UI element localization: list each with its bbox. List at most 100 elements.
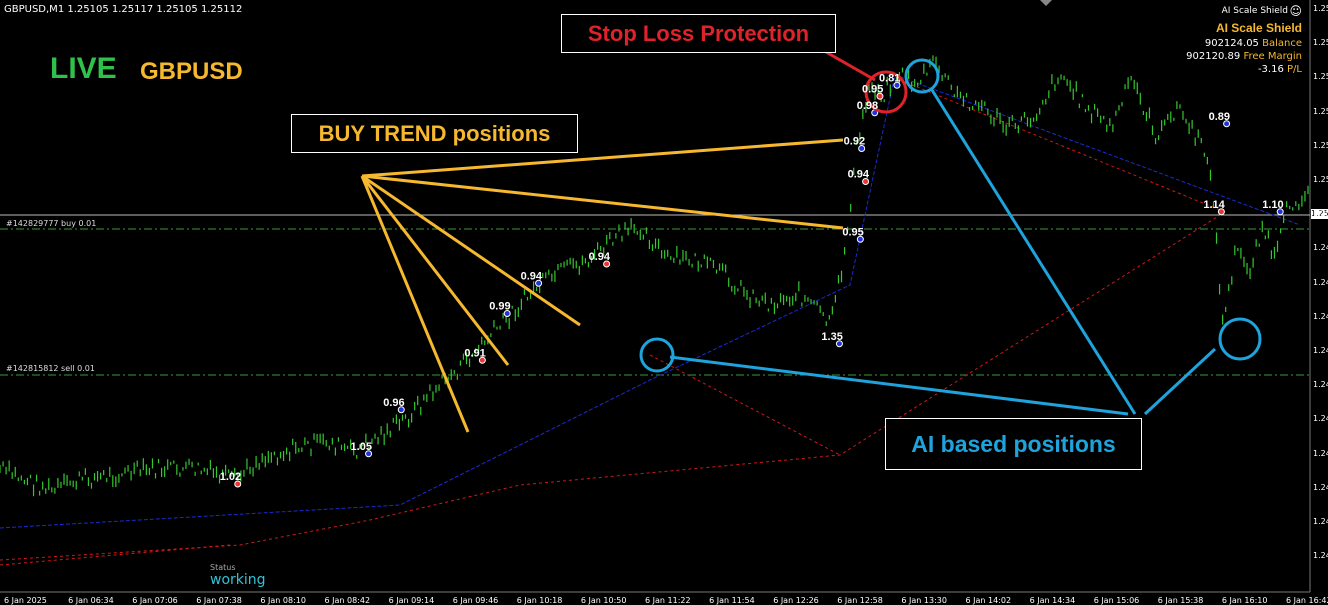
y-tick-label: 1.24 [1313, 448, 1328, 458]
x-tick-label: 6 Jan 16:10 [1221, 596, 1268, 605]
x-tick-label: 6 Jan 06:34 [68, 596, 114, 605]
x-tick-label: 6 Jan 09:14 [388, 596, 435, 605]
pl-label: P/L [1287, 64, 1302, 75]
balance-row: 902124.05 Balance [1186, 37, 1302, 50]
ai-positions-callout: AI based positions [885, 418, 1142, 470]
smiley-icon: ☺ [1289, 4, 1302, 18]
x-tick-label: 6 Jan 13:30 [901, 596, 947, 605]
data-label: 1.10 [1262, 199, 1283, 211]
trade-marker [858, 145, 866, 152]
current-price-box: 1.25 [1311, 209, 1328, 219]
x-tick-label: 6 Jan 15:38 [1157, 596, 1204, 605]
buy-trend-pointer [361, 174, 581, 327]
y-tick-label: 1.25 [1313, 38, 1328, 48]
x-tick-label: 6 Jan 11:54 [709, 596, 755, 605]
data-label: 1.35 [821, 331, 842, 343]
y-tick-label: 1.24 [1313, 243, 1328, 253]
trade-marker [234, 480, 242, 488]
data-label: 0.89 [1209, 111, 1230, 123]
trade-marker [535, 279, 543, 287]
data-label: 0.94 [521, 270, 543, 282]
trade-marker [856, 235, 864, 243]
trade-marker [1217, 208, 1225, 216]
markers-layer [234, 81, 1284, 488]
y-tick-label: 1.24 [1313, 482, 1328, 492]
data-label: 0.99 [489, 301, 510, 313]
trade-lines-layer [0, 74, 1301, 566]
free-margin-row: 902120.89 Free Margin [1186, 50, 1302, 63]
x-tick-label: 6 Jan 08:10 [260, 596, 306, 605]
status-label: Status [210, 563, 236, 572]
trade-marker [397, 406, 405, 414]
balance-label: Balance [1262, 38, 1302, 49]
y-tick-label: 1.24 [1313, 380, 1328, 390]
ai-position-circle [1218, 317, 1262, 361]
data-label: 1.14 [1203, 199, 1225, 211]
x-tick-label: 6 Jan 10:50 [580, 596, 627, 605]
ai-position-pointer [930, 89, 1137, 415]
trade-marker [503, 310, 511, 317]
x-tick-label: 6 Jan 14:34 [1029, 596, 1076, 605]
trade-marker [835, 340, 843, 348]
candles-layer [0, 55, 1309, 497]
x-tick-label: 6 Jan 15:06 [1093, 596, 1140, 605]
trade-marker [603, 260, 611, 268]
y-tick-label: 1.25 [1313, 140, 1328, 150]
y-tick-label: 1.25 [1313, 72, 1328, 82]
scroll-up-icon[interactable] [1040, 0, 1052, 6]
callouts-layer [360, 50, 1262, 433]
data-label: 0.91 [464, 347, 485, 359]
sell-trade-line [899, 79, 1226, 213]
y-tick-label: 1.24 [1313, 311, 1328, 321]
y-tick-label: 1.24 [1313, 414, 1328, 424]
stop-loss-pointer [825, 50, 876, 82]
trade-marker [1276, 208, 1284, 216]
x-tick-label: 6 Jan 10:18 [516, 596, 563, 605]
x-tick-label: 6 Jan 14:02 [965, 596, 1012, 605]
symbol-header: GBPUSD,M1 1.25105 1.25117 1.25105 1.2511… [4, 4, 243, 15]
trade-marker [893, 81, 901, 89]
trade-marker [1223, 120, 1231, 128]
stop-loss-circle [864, 70, 908, 114]
data-label: 0.94 [848, 169, 870, 181]
free-margin-label: Free Margin [1243, 51, 1302, 62]
buy-trend-pointer [360, 175, 510, 366]
data-labels-layer: 1.02 1.05 0.96 0.91 0.99 0.94 0.94 1.35 0.95 0.94… [220, 72, 1284, 483]
y-tick-label: 1.25 [1313, 4, 1328, 13]
data-label: 0.98 [857, 100, 878, 112]
x-tick-label: 6 Jan 16:42 [1286, 596, 1328, 605]
free-margin-value: 902120.89 [1186, 51, 1241, 62]
x-tick-label: 6 Jan 2025 [4, 596, 47, 605]
data-label: 1.02 [220, 471, 241, 483]
x-tick-label: 6 Jan 07:38 [196, 596, 242, 605]
buy-order-label[interactable]: #142829777 buy 0.01 [6, 219, 97, 228]
ea-title: AI Scale Shield [1221, 6, 1288, 16]
x-tick-label: 6 Jan 12:26 [773, 596, 819, 605]
ai-position-pointer [669, 355, 1129, 416]
data-label: 0.94 [589, 251, 611, 263]
trade-marker [862, 178, 870, 185]
status-value: working [210, 572, 266, 588]
sell-trade-line [0, 544, 231, 566]
trade-marker [876, 92, 884, 100]
panel-title: AI Scale Shield [1215, 21, 1302, 35]
y-tick-label: 1.25 [1313, 175, 1328, 184]
ai-position-circle [639, 337, 675, 373]
buy-trend-pointer [360, 175, 470, 433]
sell-order-label[interactable]: #142815812 sell 0.01 [6, 364, 95, 373]
balance-value: 902124.05 [1204, 38, 1259, 49]
y-tick-label: 1.25 [1313, 106, 1328, 116]
x-tick-label: 6 Jan 08:42 [324, 596, 371, 605]
buy-trend-callout: BUY TREND positions [291, 114, 578, 153]
y-tick-label: 1.24 [1313, 277, 1328, 287]
live-label: LIVE [50, 52, 117, 85]
x-tick-label: 6 Jan 12:58 [837, 596, 883, 605]
data-label: 0.92 [844, 136, 865, 148]
x-tick-label: 6 Jan 11:22 [645, 596, 691, 605]
data-label: 0.95 [842, 226, 863, 238]
trade-marker [365, 450, 373, 458]
y-tick-label: 1.24 [1313, 517, 1328, 526]
y-tick-label: 1.24 [1313, 346, 1328, 355]
y-tick-label: 1.24 [1313, 551, 1328, 561]
